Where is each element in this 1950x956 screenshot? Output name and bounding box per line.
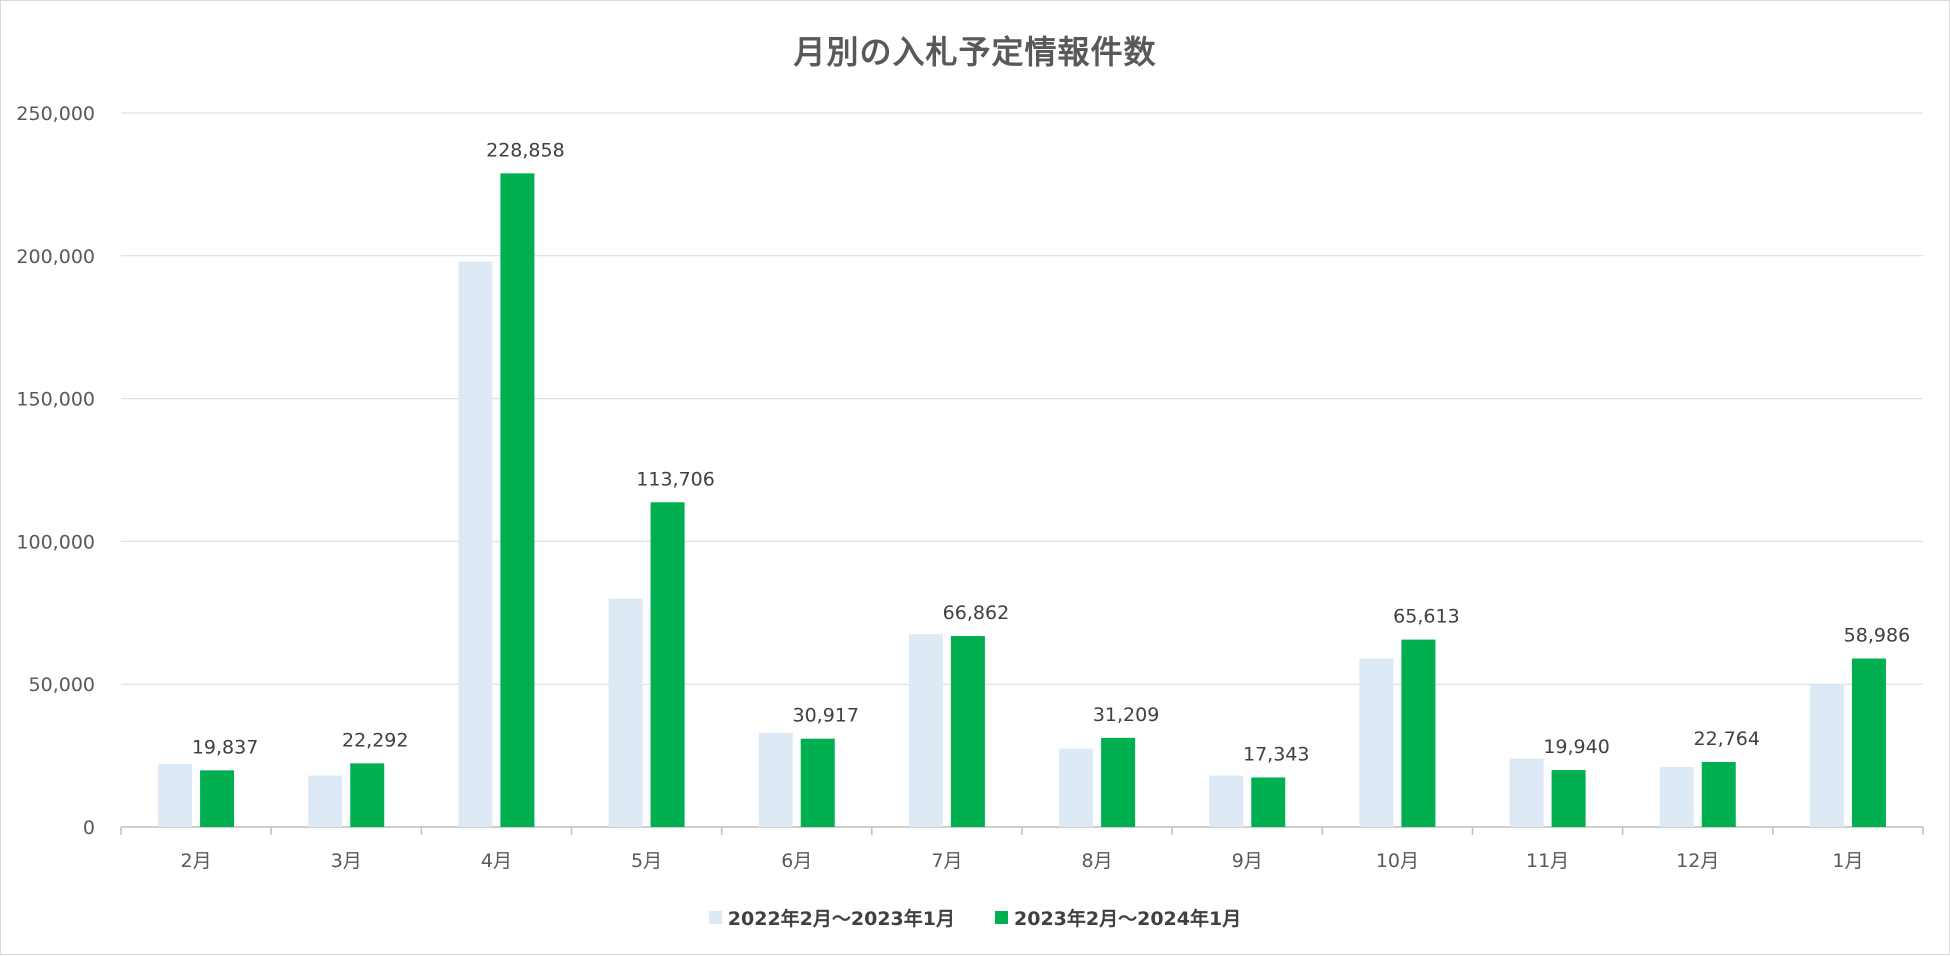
data-label-series-2-2: 22,292: [342, 729, 408, 751]
bar-series-1-8: [1209, 775, 1244, 827]
bar-series-1-1: [158, 764, 193, 827]
bar-series-1-5: [758, 732, 793, 827]
legend-label-series-2: 2023年2月～2024年1月: [1014, 908, 1242, 930]
data-label-series-2-1: 19,837: [192, 736, 258, 758]
legend: 2022年2月～2023年1月 2023年2月～2024年1月: [1, 904, 1949, 931]
bar-series-2-9: [1401, 639, 1436, 827]
y-tick-label-0: 0: [83, 817, 95, 839]
x-tick-label-2: 3月: [331, 850, 362, 872]
x-tick-label-3: 4月: [481, 850, 512, 872]
y-tick-label-4: 200,000: [16, 246, 95, 268]
bar-series-2-3: [500, 173, 535, 828]
data-label-series-2-11: 22,764: [1694, 728, 1760, 750]
x-tick-label-12: 1月: [1832, 850, 1863, 872]
bar-series-1-12: [1809, 684, 1844, 827]
bar-series-1-7: [1059, 748, 1094, 827]
data-label-series-2-8: 17,343: [1243, 743, 1309, 765]
data-label-series-2-5: 30,917: [793, 705, 859, 727]
x-tick-label-9: 10月: [1376, 850, 1419, 872]
x-tick-label-10: 11月: [1526, 850, 1569, 872]
chart-title: 月別の入札予定情報件数: [793, 33, 1157, 71]
data-label-series-2-12: 58,986: [1844, 625, 1910, 647]
bar-series-2-7: [1101, 737, 1136, 827]
legend-item-series-2[interactable]: 2023年2月～2024年1月: [995, 904, 1241, 931]
y-tick-label-3: 150,000: [16, 389, 95, 411]
bar-series-2-10: [1551, 770, 1586, 827]
bar-series-2-1: [200, 770, 235, 827]
x-tick-label-6: 7月: [931, 850, 962, 872]
bar-series-2-4: [650, 502, 685, 827]
x-tick-label-11: 12月: [1676, 850, 1719, 872]
bar-series-1-3: [458, 261, 493, 828]
legend-swatch-series-1: [708, 911, 722, 924]
x-tick-label-5: 6月: [781, 850, 812, 872]
bar-series-1-11: [1659, 767, 1694, 827]
bar-series-1-10: [1509, 758, 1544, 827]
x-tick-label-8: 9月: [1232, 850, 1263, 872]
bar-series-2-11: [1701, 761, 1736, 827]
legend-item-series-1[interactable]: 2022年2月～2023年1月: [708, 904, 955, 931]
data-label-series-2-9: 65,613: [1393, 606, 1459, 628]
bar-series-1-2: [308, 775, 343, 827]
bar-series-1-6: [908, 634, 943, 827]
data-label-series-2-7: 31,209: [1093, 704, 1159, 726]
data-label-series-2-4: 113,706: [636, 468, 715, 490]
bar-series-1-4: [608, 598, 643, 827]
y-tick-label-2: 100,000: [16, 531, 95, 553]
x-tick-label-7: 8月: [1082, 850, 1113, 872]
x-tick-label-4: 5月: [631, 850, 662, 872]
bar-series-2-6: [950, 636, 985, 827]
bar-series-2-5: [800, 738, 835, 827]
y-tick-label-1: 50,000: [29, 674, 95, 696]
data-label-series-2-10: 19,940: [1543, 736, 1609, 758]
y-tick-label-5: 250,000: [16, 103, 95, 125]
bar-series-2-12: [1851, 658, 1886, 827]
bar-series-2-8: [1251, 777, 1286, 827]
x-tick-label-1: 2月: [181, 850, 212, 872]
data-label-series-2-6: 66,862: [943, 602, 1009, 624]
legend-label-series-1: 2022年2月～2023年1月: [727, 908, 955, 930]
bar-series-2-2: [350, 763, 385, 827]
legend-swatch-series-2: [995, 911, 1008, 924]
bar-series-1-9: [1359, 658, 1394, 827]
data-label-series-2-3: 228,858: [486, 139, 565, 161]
